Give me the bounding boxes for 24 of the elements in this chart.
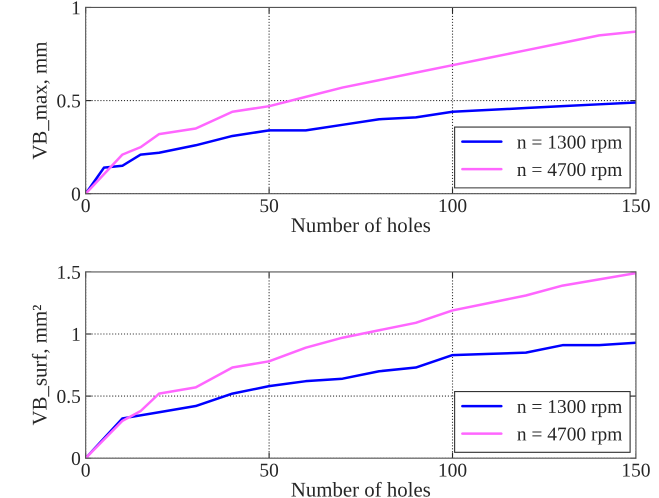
x-axis-title: Number of holes: [291, 217, 430, 232]
legend-label: n = 4700 rpm: [517, 427, 622, 445]
y-tick-label: 1: [72, 1, 80, 14]
line-series: [86, 272, 636, 458]
x-tick-label: 50: [260, 199, 278, 212]
x-tick-label: 0: [82, 464, 90, 477]
x-tick-label: 150: [623, 199, 650, 212]
legend-label: n = 1300 rpm: [517, 400, 622, 418]
x-tick-label: 100: [440, 464, 466, 477]
y-tick-label: 1: [72, 328, 80, 341]
y-tick-label: 0.5: [57, 94, 80, 108]
y-axis-title: VB_surf, mm²: [32, 305, 50, 426]
x-tick-label: 100: [440, 199, 466, 212]
y-tick-label: 0: [72, 452, 80, 466]
y-axis-title: VB_max, mm: [32, 42, 50, 160]
x-tick-label: 150: [623, 464, 650, 477]
x-axis-title: Number of holes: [291, 482, 430, 497]
y-tick-label: 0.5: [57, 390, 80, 404]
y-tick-label: 1.5: [58, 266, 80, 279]
legend-label: n = 1300 rpm: [517, 136, 622, 153]
x-tick-label: 50: [260, 464, 278, 477]
x-tick-label: 0: [82, 199, 90, 212]
y-tick-label: 0: [72, 188, 80, 201]
legend-label: n = 4700 rpm: [517, 163, 622, 180]
